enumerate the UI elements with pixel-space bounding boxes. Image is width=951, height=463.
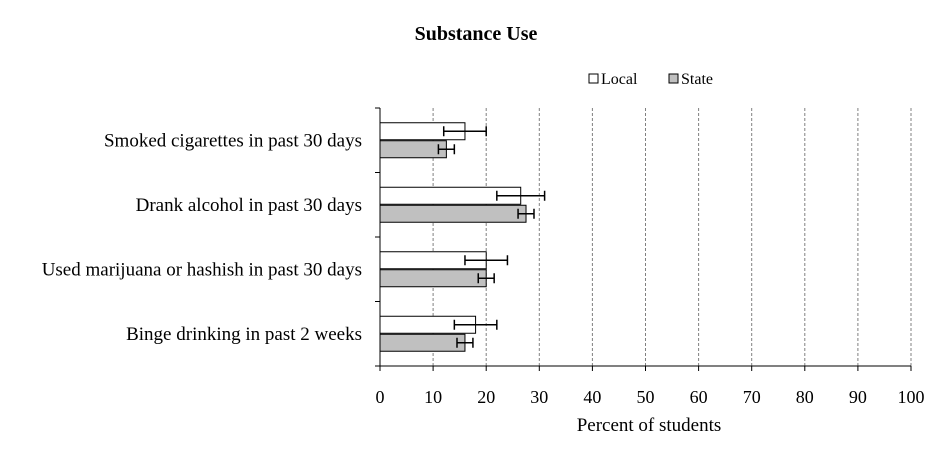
x-tick-label-20: 20 xyxy=(477,387,495,407)
axes xyxy=(375,107,912,371)
x-tick-label-50: 50 xyxy=(637,387,655,407)
errorbar-local-1 xyxy=(496,190,546,201)
category-labels: Smoked cigarettes in past 30 days Drank a… xyxy=(42,130,362,345)
bar-state-0 xyxy=(379,140,447,159)
x-tick-label-10: 10 xyxy=(424,387,442,407)
x-tick-label-80: 80 xyxy=(796,387,814,407)
bar-state-3 xyxy=(379,333,466,352)
errorbar-state-1 xyxy=(517,208,535,219)
x-tick-label-0: 0 xyxy=(376,387,385,407)
errorbar-state-0 xyxy=(437,144,456,155)
error-bars xyxy=(437,126,546,348)
bar-state-1 xyxy=(379,204,527,223)
legend-swatch-state xyxy=(668,73,679,84)
errorbar-state-2 xyxy=(477,273,495,284)
bars xyxy=(379,122,527,352)
legend: Local State xyxy=(588,71,713,88)
category-label-1: Drank alcohol in past 30 days xyxy=(136,195,362,216)
x-axis-label: Percent of students xyxy=(577,415,722,436)
errorbar-local-2 xyxy=(464,255,509,266)
bar-state-2 xyxy=(379,269,487,288)
legend-label-local: Local xyxy=(601,71,638,88)
x-tick-label-100: 100 xyxy=(898,387,925,407)
category-label-0: Smoked cigarettes in past 30 days xyxy=(104,130,362,151)
chart-title: Substance Use xyxy=(415,23,538,45)
errorbar-local-3 xyxy=(453,319,498,330)
legend-label-state: State xyxy=(681,71,713,88)
errorbar-state-3 xyxy=(456,337,474,348)
errorbar-local-0 xyxy=(442,126,487,137)
x-tick-label-30: 30 xyxy=(530,387,548,407)
category-label-3: Binge drinking in past 2 weeks xyxy=(126,324,362,345)
x-tick-labels: 0 10 20 30 40 50 60 70 80 90 100 xyxy=(376,387,925,407)
x-tick-label-70: 70 xyxy=(743,387,761,407)
x-tick-label-40: 40 xyxy=(583,387,601,407)
category-label-2: Used marijuana or hashish in past 30 day… xyxy=(42,259,362,280)
x-tick-label-60: 60 xyxy=(690,387,708,407)
gridlines xyxy=(432,108,912,366)
legend-swatch-local xyxy=(588,73,599,84)
x-tick-label-90: 90 xyxy=(849,387,867,407)
